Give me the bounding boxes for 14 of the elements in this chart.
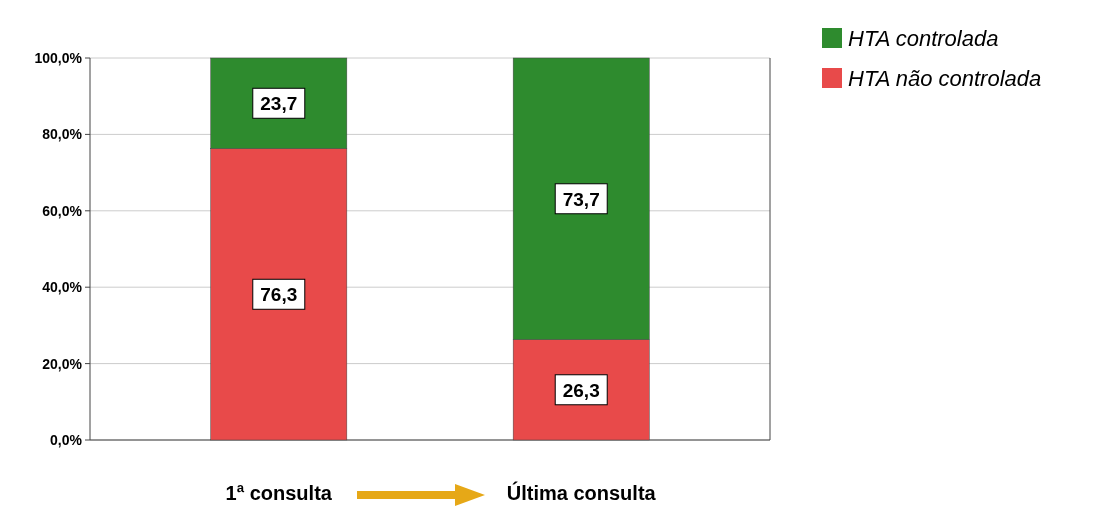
data-label: 76,3 <box>260 284 298 306</box>
y-tick-label: 60,0% <box>42 202 83 219</box>
data-label: 73,7 <box>562 188 600 210</box>
data-label: 26,3 <box>562 379 600 401</box>
legend-label: HTA controlada <box>848 26 999 51</box>
legend-label: HTA não controlada <box>848 66 1042 91</box>
y-tick-label: 20,0% <box>42 355 83 372</box>
y-tick-label: 80,0% <box>42 126 83 143</box>
x-tick-label: 1ª consulta <box>225 482 333 504</box>
y-tick-label: 100,0% <box>34 50 83 66</box>
y-tick-label: 0,0% <box>50 432 83 448</box>
x-tick-label: Última consulta <box>506 481 657 504</box>
y-tick-label: 40,0% <box>42 279 83 296</box>
data-label: 23,7 <box>260 93 298 115</box>
